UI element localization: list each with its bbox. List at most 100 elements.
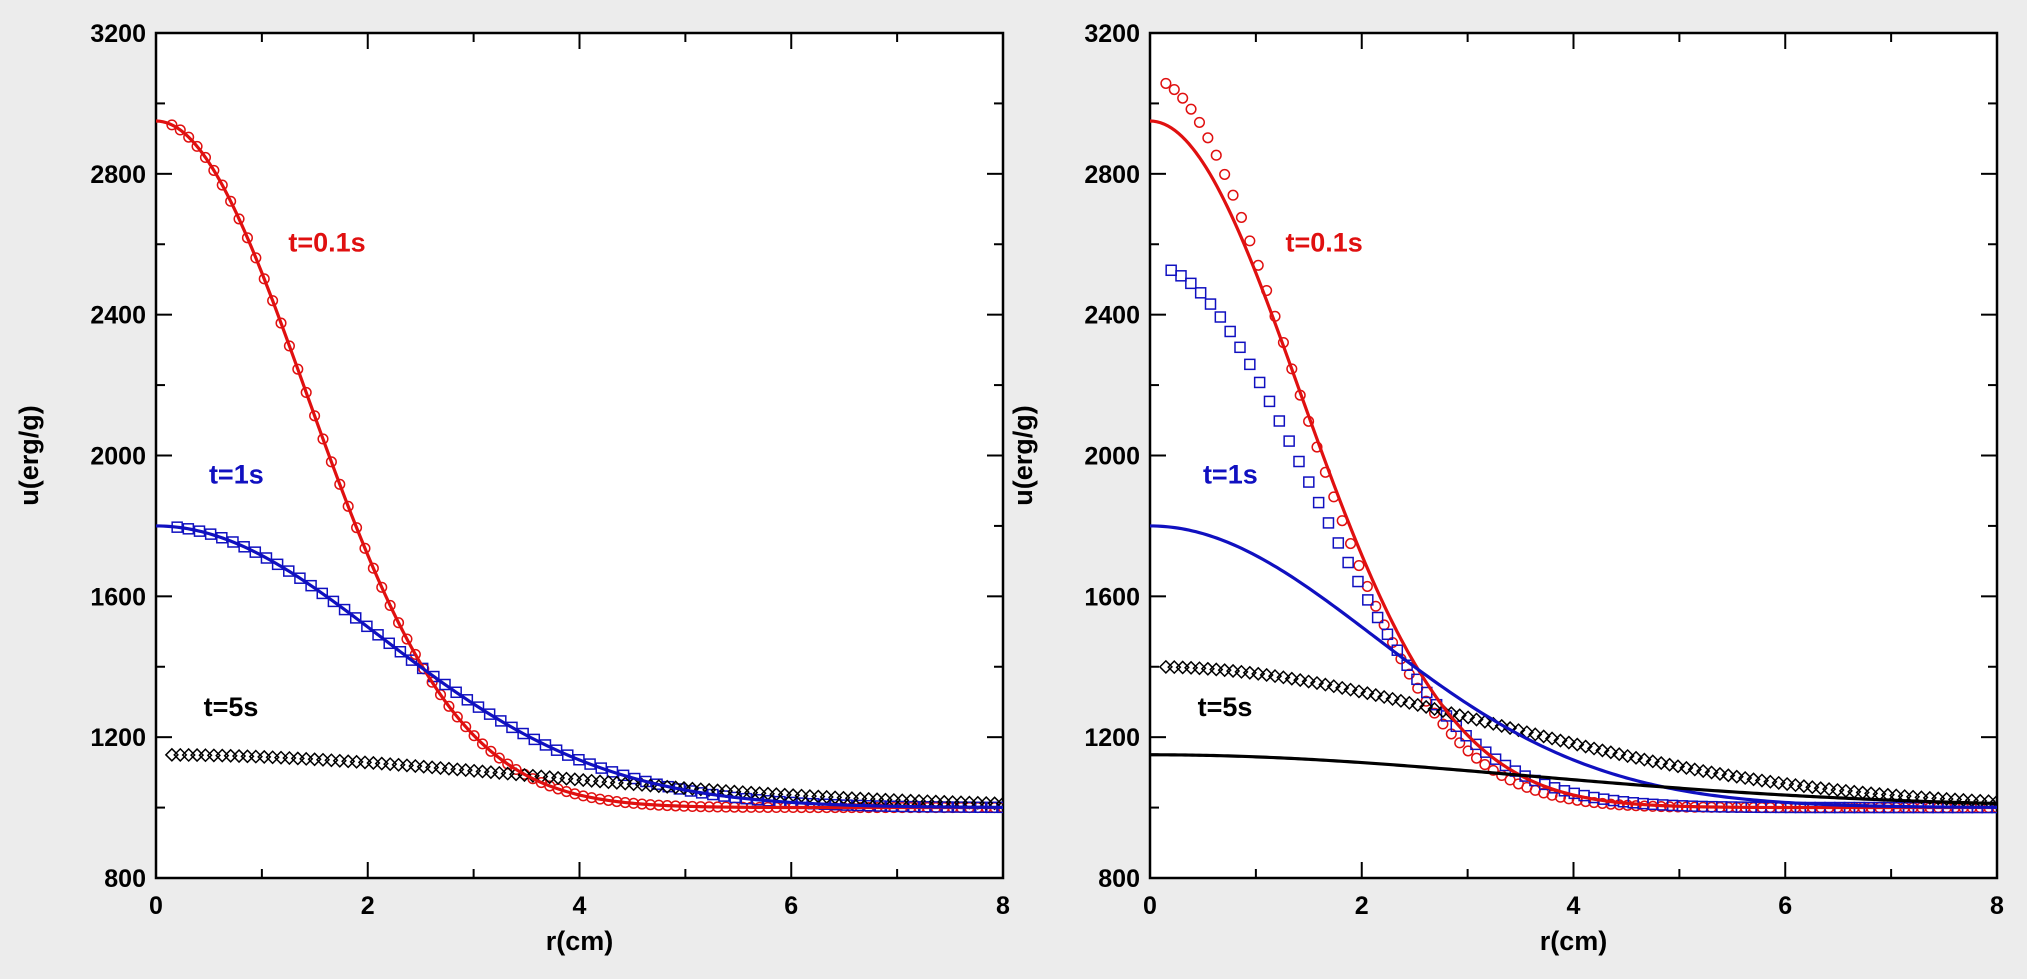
square-point: [1352, 575, 1364, 588]
square-point: [416, 662, 429, 675]
y-tick-label: 2000: [90, 443, 146, 471]
square-point: [338, 603, 351, 616]
series-annotation: t=5s: [204, 692, 259, 722]
square-point: [1480, 746, 1492, 758]
diamond-point: [1242, 665, 1257, 680]
circle-point: [342, 500, 354, 512]
diamond-point: [1293, 673, 1308, 688]
square-point: [595, 762, 607, 774]
x-tick-label: 8: [996, 892, 1010, 920]
diamond-point: [1251, 666, 1266, 681]
diamond-point: [458, 763, 473, 778]
circle-point: [1454, 737, 1466, 749]
square-point: [584, 758, 596, 770]
circle-point: [393, 617, 405, 629]
diamond-point: [500, 766, 515, 781]
diamond-point: [1561, 735, 1576, 750]
diamond-point: [1267, 669, 1283, 684]
diamond-point: [441, 761, 456, 776]
square-point: [483, 708, 496, 720]
series-line: [156, 119, 1003, 810]
x-tick-label: 0: [1143, 892, 1157, 920]
diamond-point: [1511, 723, 1526, 738]
circle-point: [166, 119, 178, 131]
y-tick-label: 2000: [1084, 443, 1140, 471]
diamond-point: [1712, 766, 1728, 781]
square-point: [383, 637, 395, 650]
circle-point: [359, 542, 371, 554]
square-point: [1381, 628, 1394, 641]
diamond-point: [450, 762, 465, 777]
square-point: [238, 541, 250, 553]
series-annotation: t=5s: [1198, 692, 1253, 722]
square-point: [1185, 277, 1197, 290]
square-point: [1460, 730, 1472, 742]
diamond-point: [1385, 691, 1400, 706]
circle-point: [502, 758, 514, 770]
diamond-point: [1696, 763, 1711, 779]
circle-point: [174, 124, 186, 136]
square-point: [249, 546, 262, 558]
square-point: [1362, 594, 1374, 606]
square-point: [472, 701, 485, 713]
diamond-point: [1813, 781, 1828, 796]
circle-point: [309, 410, 321, 422]
square-point: [1293, 455, 1305, 468]
y-tick-label: 1200: [90, 724, 146, 752]
square-point: [1224, 325, 1236, 338]
diamond-point: [1603, 745, 1618, 760]
diamond-point: [1771, 775, 1786, 790]
diamond-point: [1687, 762, 1702, 777]
diamond-point: [1276, 670, 1291, 685]
circle-point: [1210, 149, 1222, 161]
diamond-point: [1368, 688, 1383, 703]
square-point: [271, 558, 284, 571]
series-annotation: t=1s: [209, 460, 264, 490]
diamond-point: [1360, 686, 1375, 701]
series-line: [1150, 524, 1997, 809]
circle-point: [1353, 559, 1365, 572]
diamond-point: [576, 772, 591, 788]
diamond-point: [542, 770, 557, 785]
diamond-point: [467, 763, 482, 778]
diamond-point: [1259, 667, 1274, 683]
diamond-point: [1570, 737, 1585, 752]
square-point: [461, 694, 474, 706]
square-point: [1371, 611, 1384, 624]
diamond-point: [626, 777, 641, 792]
diamond-point: [1225, 663, 1241, 679]
circle-point: [485, 745, 497, 757]
circle-point: [1370, 600, 1382, 612]
circle-point: [1219, 168, 1231, 180]
diamond-point: [618, 776, 633, 791]
diamond-point: [559, 771, 574, 786]
square-point: [528, 733, 541, 746]
square-point: [450, 686, 462, 699]
square-point: [1273, 415, 1286, 427]
circle-point: [258, 273, 270, 285]
circle-point: [1168, 83, 1180, 96]
square-point: [216, 532, 228, 544]
square-point: [1489, 753, 1502, 765]
series-annotation: t=0.1s: [1286, 227, 1363, 257]
square-point: [227, 536, 239, 548]
right-panel: 0 2 4 6 8 800 1200 1600 2000 2400 2800 3200 r(cm) u(e…: [1008, 20, 2004, 956]
square-point: [1263, 395, 1276, 408]
circle-point: [1160, 77, 1172, 89]
y-tick-label: 2800: [90, 161, 146, 189]
x-tick-label: 4: [573, 892, 587, 920]
circle-point: [1202, 132, 1214, 144]
x-tick-label: 4: [1567, 892, 1581, 920]
square-point: [1470, 738, 1482, 751]
square-point: [1204, 298, 1217, 310]
circle-point: [1227, 189, 1239, 201]
circle-point: [283, 340, 295, 352]
square-point: [495, 715, 507, 727]
series-line: [156, 524, 1003, 809]
diamond-point: [483, 765, 498, 780]
y-axis-title: u(erg/g): [1008, 405, 1038, 506]
diamond-point: [1645, 754, 1660, 769]
y-tick-label: 2800: [1084, 161, 1140, 189]
diamond-point: [1754, 773, 1769, 788]
circle-point: [476, 738, 489, 750]
